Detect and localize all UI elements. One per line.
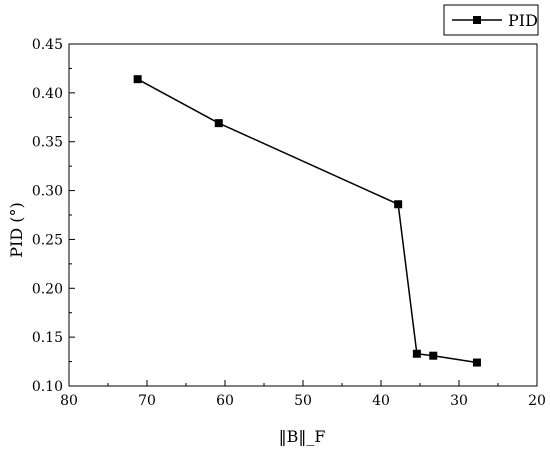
legend-marker bbox=[473, 16, 481, 24]
y-tick-label: 0.30 bbox=[32, 184, 63, 200]
y-axis-label: PID (°) bbox=[7, 202, 26, 257]
y-tick-label: 0.10 bbox=[32, 379, 63, 395]
data-point bbox=[429, 351, 438, 360]
plot-border bbox=[68, 43, 538, 387]
y-tick-label: 0.25 bbox=[32, 232, 63, 248]
data-point bbox=[133, 75, 142, 84]
y-axis-ticks: 0.10 0.15 0.20 0.25 0.30 0.35 0.40 0.45 bbox=[32, 37, 75, 395]
y-tick-label: 0.20 bbox=[32, 281, 63, 297]
x-tick-label: 80 bbox=[60, 393, 78, 409]
x-axis-label: ‖B‖_F bbox=[279, 427, 326, 446]
series-layer bbox=[133, 75, 481, 367]
x-tick-label: 60 bbox=[216, 393, 234, 409]
data-point bbox=[394, 200, 403, 209]
plot-frame bbox=[68, 43, 538, 387]
x-tick-label: 20 bbox=[528, 393, 546, 409]
y-tick-label: 0.40 bbox=[32, 86, 63, 102]
x-tick-label: 70 bbox=[138, 393, 156, 409]
legend: PID bbox=[443, 4, 539, 36]
x-tick-label: 50 bbox=[294, 393, 312, 409]
x-tick-label: 30 bbox=[450, 393, 468, 409]
data-point bbox=[472, 358, 481, 367]
x-tick-label: 40 bbox=[372, 393, 390, 409]
series-line bbox=[137, 78, 478, 364]
x-axis-ticks: 80 70 60 50 40 30 20 bbox=[60, 380, 546, 409]
legend-label: PID bbox=[508, 11, 538, 30]
y-tick-label: 0.15 bbox=[32, 330, 63, 346]
y-tick-label: 0.45 bbox=[32, 37, 63, 53]
y-tick-label: 0.35 bbox=[32, 135, 63, 151]
data-point bbox=[214, 119, 223, 128]
data-point bbox=[412, 349, 421, 358]
